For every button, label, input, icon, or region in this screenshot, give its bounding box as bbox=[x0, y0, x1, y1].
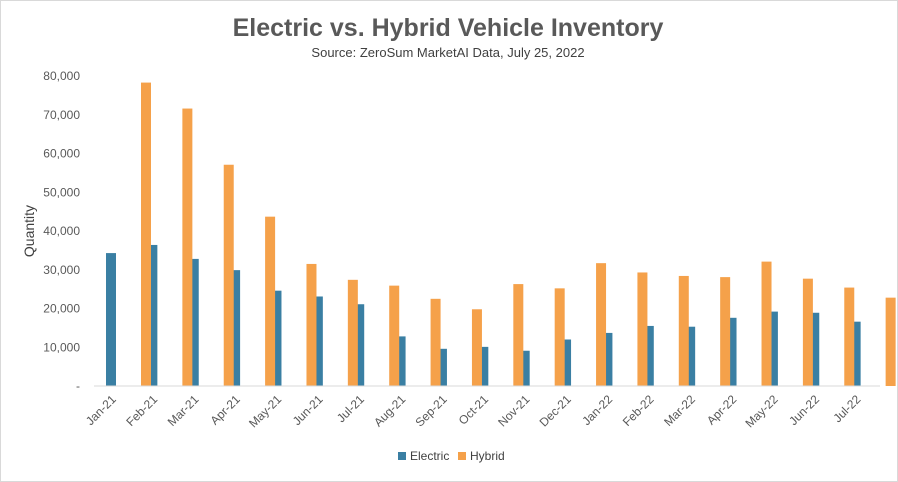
x-tick-label: Nov-21 bbox=[495, 392, 532, 429]
y-tick-label: 50,000 bbox=[43, 185, 80, 199]
x-tick-label: Sep-21 bbox=[412, 392, 449, 429]
bar-hybrid bbox=[802, 278, 813, 386]
y-tick-label: 80,000 bbox=[43, 69, 80, 83]
bar-electric bbox=[478, 346, 489, 386]
bar-electric bbox=[602, 332, 613, 386]
bar-electric bbox=[312, 296, 323, 386]
bar-electric bbox=[395, 336, 406, 386]
bar-hybrid bbox=[844, 287, 855, 386]
bar-electric bbox=[850, 321, 861, 386]
x-tick-label: Apr-22 bbox=[704, 392, 740, 428]
chart-subtitle: Source: ZeroSum MarketAI Data, July 25, … bbox=[311, 45, 585, 60]
y-tick-label: 30,000 bbox=[43, 263, 80, 277]
bar-electric bbox=[685, 326, 696, 386]
bar-electric bbox=[809, 312, 820, 386]
bar-hybrid bbox=[389, 285, 400, 386]
bar-electric bbox=[271, 290, 282, 386]
x-tick-label: May-22 bbox=[743, 392, 781, 430]
bar-hybrid bbox=[596, 263, 607, 386]
x-tick-label: Apr-21 bbox=[208, 392, 244, 428]
bar-hybrid bbox=[347, 279, 358, 386]
legend-swatch-electric bbox=[398, 452, 406, 460]
y-tick-label: 40,000 bbox=[43, 224, 80, 238]
y-tick-label: 70,000 bbox=[43, 108, 80, 122]
y-axis: - 10,000 20,000 30,000 40,000 50,000 60,000 70,… bbox=[43, 69, 80, 393]
x-tick-label: May-21 bbox=[246, 392, 284, 430]
legend-swatch-hybrid bbox=[458, 452, 466, 460]
bar-electric bbox=[436, 348, 447, 386]
y-tick-label: - bbox=[76, 379, 80, 393]
bar-electric bbox=[147, 244, 158, 386]
bar-electric bbox=[230, 270, 241, 386]
bar-electric bbox=[726, 317, 737, 386]
x-tick-label: Jul-22 bbox=[830, 392, 863, 425]
x-axis: Jan-21 Feb-21 Mar-21 Apr-21 May-21 Jun-21 Jul-… bbox=[83, 392, 864, 430]
y-tick-label: 20,000 bbox=[43, 302, 80, 316]
bar-hybrid bbox=[678, 275, 689, 386]
bar-hybrid bbox=[265, 216, 276, 386]
bar-hybrid bbox=[885, 297, 896, 386]
x-tick-label: Jan-21 bbox=[83, 392, 119, 428]
bar-electric bbox=[767, 311, 778, 386]
legend: Electric Hybrid bbox=[398, 449, 505, 463]
legend-label-electric: Electric bbox=[410, 449, 449, 463]
bar-electric bbox=[188, 258, 199, 386]
legend-label-hybrid: Hybrid bbox=[470, 449, 505, 463]
x-tick-label: Aug-21 bbox=[371, 392, 408, 429]
bar-electric bbox=[519, 350, 530, 386]
bar-hybrid bbox=[513, 284, 524, 386]
bar-hybrid bbox=[554, 288, 565, 386]
bars-group bbox=[106, 82, 896, 387]
y-tick-label: 10,000 bbox=[43, 340, 80, 354]
x-tick-label: Mar-22 bbox=[661, 392, 698, 429]
x-tick-label: Oct-21 bbox=[456, 392, 492, 428]
x-tick-label: Jul-21 bbox=[334, 392, 367, 425]
bar-electric bbox=[561, 339, 572, 386]
bar-hybrid bbox=[430, 298, 441, 386]
x-tick-label: Jun-21 bbox=[290, 392, 326, 428]
x-tick-label: Feb-22 bbox=[620, 392, 657, 429]
bar-hybrid bbox=[182, 108, 193, 387]
x-tick-label: Jan-22 bbox=[579, 392, 615, 428]
bar-hybrid bbox=[637, 272, 648, 386]
bar-hybrid bbox=[720, 277, 731, 386]
bar-electric bbox=[354, 304, 365, 386]
x-tick-label: Dec-21 bbox=[537, 392, 574, 429]
bar-electric bbox=[106, 253, 116, 386]
bar-hybrid bbox=[471, 309, 482, 386]
y-axis-title: Quantity bbox=[21, 205, 37, 257]
x-tick-label: Feb-21 bbox=[123, 392, 160, 429]
bar-electric bbox=[643, 325, 654, 386]
y-tick-label: 60,000 bbox=[43, 147, 80, 161]
x-tick-label: Jun-22 bbox=[786, 392, 822, 428]
bar-hybrid bbox=[141, 82, 151, 387]
bar-hybrid bbox=[761, 261, 772, 386]
bar-hybrid bbox=[306, 263, 317, 386]
x-tick-label: Mar-21 bbox=[165, 392, 202, 429]
chart-title: Electric vs. Hybrid Vehicle Inventory bbox=[232, 14, 664, 42]
bar-hybrid bbox=[223, 164, 234, 386]
